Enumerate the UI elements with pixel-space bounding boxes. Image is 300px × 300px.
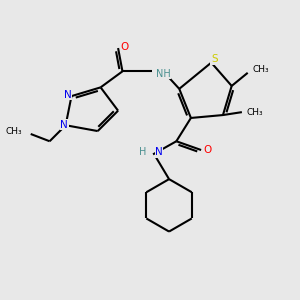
Text: O: O <box>120 43 129 52</box>
Text: CH₃: CH₃ <box>5 127 22 136</box>
Text: CH₃: CH₃ <box>252 65 269 74</box>
Text: N: N <box>155 147 163 157</box>
Text: N: N <box>60 120 68 130</box>
Text: N: N <box>64 90 72 100</box>
Text: CH₃: CH₃ <box>246 108 263 117</box>
Text: H: H <box>139 147 147 157</box>
Text: S: S <box>211 54 217 64</box>
Text: O: O <box>203 145 211 155</box>
Text: NH: NH <box>156 69 171 79</box>
